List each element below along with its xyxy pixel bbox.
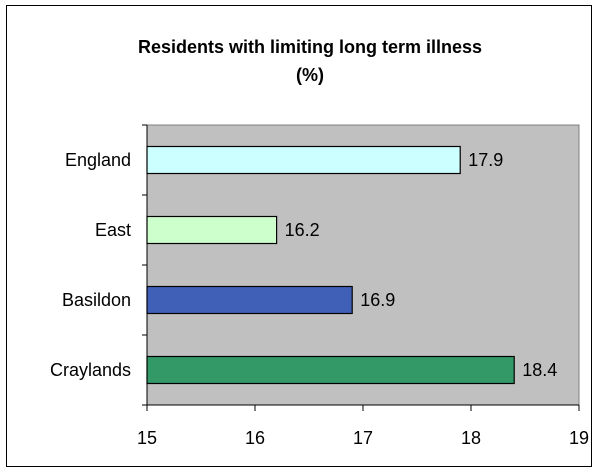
- category-label-england: England: [65, 150, 131, 170]
- data-label-england: 17.9: [468, 150, 503, 170]
- category-label-craylands: Craylands: [50, 360, 131, 380]
- chart-title-line-1: Residents with limiting long term illnes…: [138, 37, 482, 57]
- x-tick-label-17: 17: [353, 428, 373, 448]
- x-tick-label-19: 19: [569, 428, 589, 448]
- category-label-basildon: Basildon: [62, 290, 131, 310]
- data-label-craylands: 18.4: [522, 360, 557, 380]
- data-label-basildon: 16.9: [360, 290, 395, 310]
- bar-england: [146, 145, 461, 175]
- x-tick-label-16: 16: [245, 428, 265, 448]
- data-label-east: 16.2: [285, 220, 320, 240]
- bar-east: [146, 215, 278, 245]
- chart-title-line-2: (%): [296, 65, 324, 85]
- x-tick-label-18: 18: [461, 428, 481, 448]
- category-label-east: East: [95, 220, 131, 240]
- bar-craylands: [146, 355, 515, 385]
- x-tick-label-15: 15: [137, 428, 157, 448]
- bar-basildon: [146, 285, 353, 315]
